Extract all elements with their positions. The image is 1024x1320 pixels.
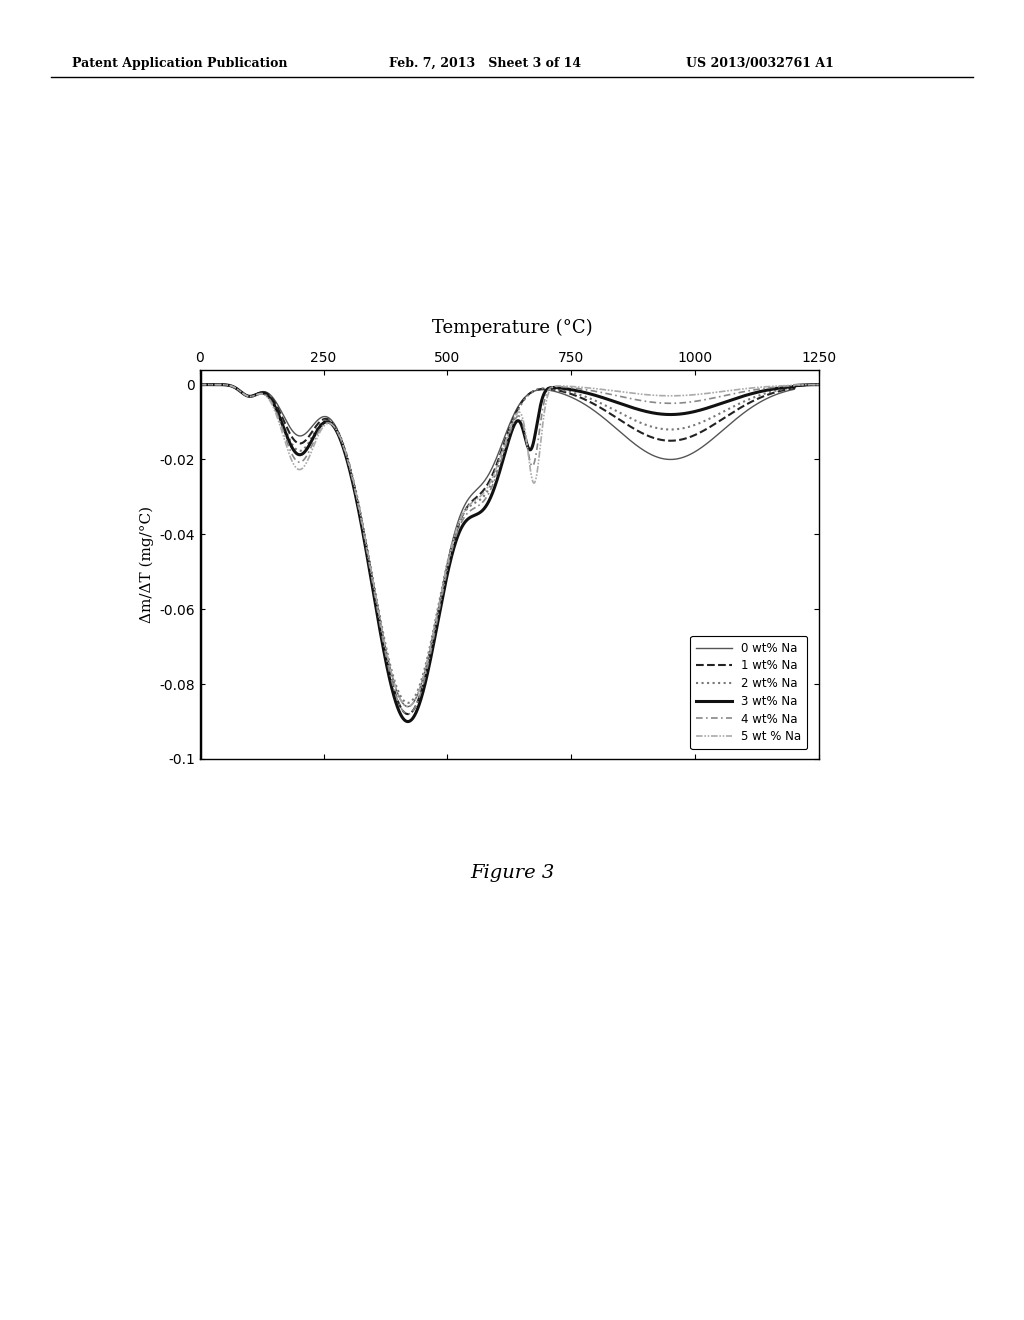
- Text: Temperature (°C): Temperature (°C): [432, 318, 592, 337]
- Text: Feb. 7, 2013   Sheet 3 of 14: Feb. 7, 2013 Sheet 3 of 14: [389, 57, 582, 70]
- Text: US 2013/0032761 A1: US 2013/0032761 A1: [686, 57, 834, 70]
- Y-axis label: Δm/ΔT (mg/°C): Δm/ΔT (mg/°C): [139, 506, 154, 623]
- Text: Patent Application Publication: Patent Application Publication: [72, 57, 287, 70]
- Legend: 0 wt% Na, 1 wt% Na, 2 wt% Na, 3 wt% Na, 4 wt% Na, 5 wt % Na: 0 wt% Na, 1 wt% Na, 2 wt% Na, 3 wt% Na, …: [690, 636, 807, 750]
- Text: Figure 3: Figure 3: [470, 863, 554, 882]
